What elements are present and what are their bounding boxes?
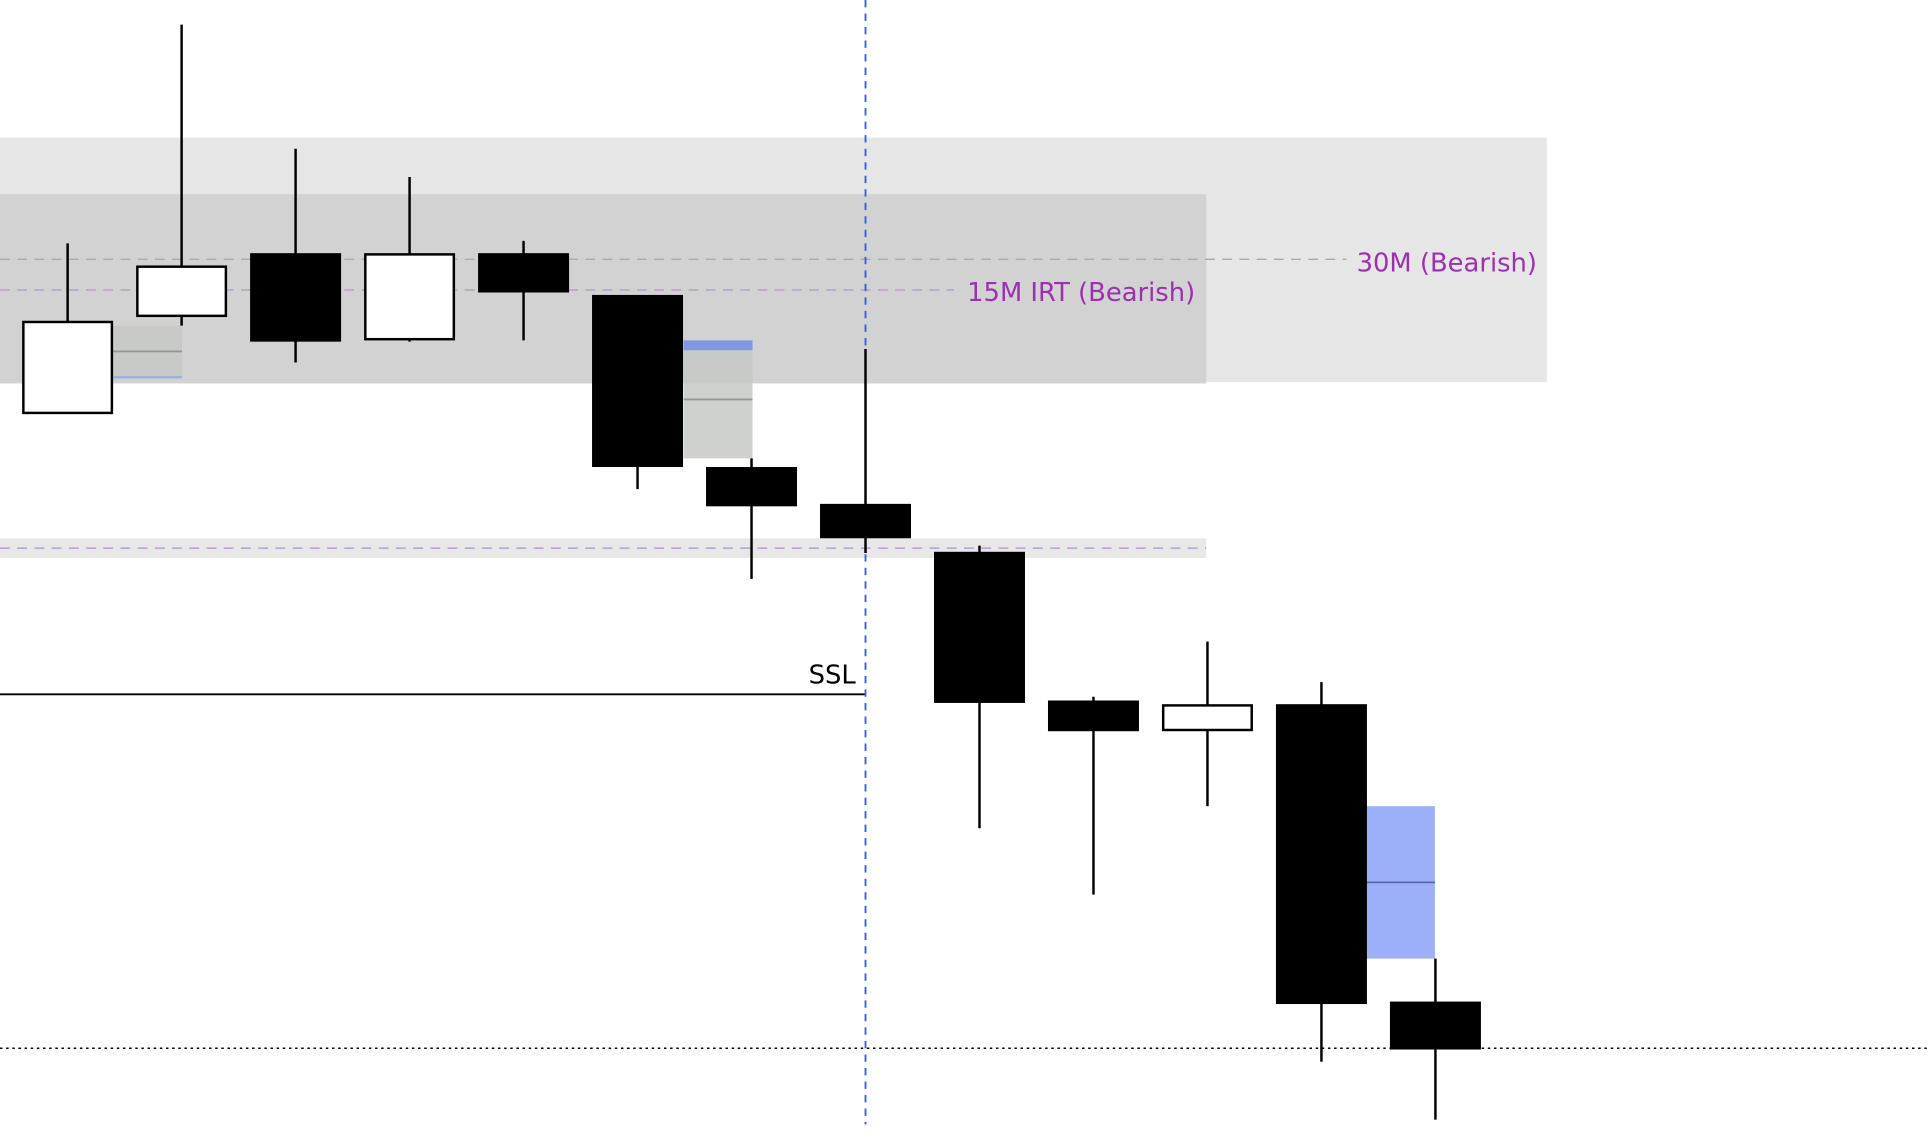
gap-edge	[113, 376, 182, 379]
candle-bullish	[364, 253, 456, 341]
gaps-layer	[113, 325, 1435, 959]
candle-bullish	[22, 320, 114, 415]
candle-bearish	[706, 466, 798, 507]
candle-bearish	[250, 253, 342, 342]
candle-bearish	[933, 551, 1025, 703]
candle-bullish	[1161, 704, 1253, 732]
candle-bearish	[478, 253, 570, 293]
ssl-label: SSL	[809, 660, 857, 690]
candle-bearish	[1389, 1001, 1481, 1050]
candle-bearish	[1047, 700, 1139, 732]
gap-edge	[683, 340, 753, 351]
candle-bearish	[1275, 704, 1367, 1005]
candle-bullish	[136, 265, 228, 318]
candle-bearish	[820, 503, 912, 539]
zone-label-30m: 30M (Bearish)	[1357, 249, 1537, 279]
candles-layer	[22, 24, 1481, 1120]
zone-label-15m-irt: 15M IRT (Bearish)	[967, 278, 1195, 308]
candle-bearish	[592, 294, 684, 467]
